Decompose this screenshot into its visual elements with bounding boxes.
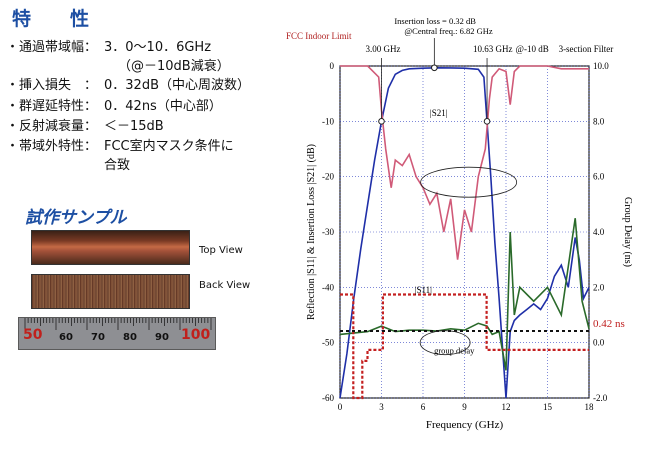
x-axis-label: Frequency (GHz) <box>426 419 504 431</box>
spec-value: 合致 <box>104 158 131 173</box>
y-tick-label: -40 <box>322 282 334 292</box>
x-tick-label: 6 <box>421 402 426 412</box>
y2-axis-label: Group Delay (ns) <box>622 197 632 267</box>
ruler-number: 100 <box>181 327 211 343</box>
y2-tick-label: 8.0 <box>593 116 605 126</box>
spec-value: （@－10dB減衰） <box>118 59 230 74</box>
y-tick-label: -20 <box>322 172 334 182</box>
top-view-photo <box>31 230 190 265</box>
ruler-number: 90 <box>155 332 169 343</box>
ruler-number: 60 <box>59 332 73 343</box>
y2-tick-label: 6.0 <box>593 172 605 182</box>
filter-label: 3-section Filter <box>559 44 614 54</box>
ruler-number: 50 <box>23 327 43 343</box>
spec-item: ・通過帯域幅： 3．0～10．6GHz <box>6 36 211 55</box>
spec-value: ＜－15dB <box>104 119 164 134</box>
ruler-number: 70 <box>91 332 105 343</box>
series-line <box>339 218 590 371</box>
group-delay-label: group delay <box>434 346 475 356</box>
s21-label: |S21| <box>430 108 448 118</box>
x-tick-label: 9 <box>462 402 467 412</box>
spec-title: 特 性 <box>12 8 100 30</box>
sample-title: 試作サンプル <box>25 208 127 228</box>
x-tick-label: 0 <box>338 402 343 412</box>
f-low-label: 3.00 GHz <box>366 44 401 54</box>
y-axis-label: Reflection |S11| & Insertion Loss |S21| … <box>306 144 317 320</box>
y2-tick-label: 4.0 <box>593 227 605 237</box>
marker-point <box>378 118 385 125</box>
y-tick-label: 0 <box>330 61 335 71</box>
s11-ellipse <box>420 166 518 198</box>
series-line <box>340 65 589 260</box>
x-tick-label: 12 <box>502 402 511 412</box>
y-tick-label: -10 <box>322 116 334 126</box>
gd-value-label: 0.42 ns <box>593 318 625 330</box>
gd-ellipse <box>419 330 471 356</box>
y2-tick-label: 2.0 <box>593 282 605 292</box>
x-tick-label: 15 <box>543 402 553 412</box>
spec-label: ・帯域外特性： <box>6 139 98 154</box>
insertion-loss-annotation: Insertion loss = 0.32 dB <box>394 16 476 26</box>
series-line <box>339 66 590 399</box>
fcc-annotation: FCC Indoor Limit <box>286 31 352 41</box>
spec-label: ・挿入損失 ： <box>6 78 98 93</box>
spec-item: 合致 <box>6 154 130 173</box>
marker-point <box>483 118 491 125</box>
spec-item: （@－10dB減衰） <box>6 55 230 74</box>
top-view-label: Top View <box>199 245 243 256</box>
y2-tick-label: 10.0 <box>593 61 609 71</box>
x-tick-label: 18 <box>585 402 595 412</box>
spec-item: ・反射減衰量： ＜－15dB <box>6 115 164 134</box>
spec-item: ・帯域外特性： FCC室内マスク条件に <box>6 135 234 154</box>
ruler-photo: 50 60 70 80 90 100 <box>18 317 216 350</box>
spec-value: 3．0～10．6GHz <box>104 40 212 55</box>
x-tick-label: 3 <box>379 402 384 412</box>
y2-tick-label: -2.0 <box>593 393 608 403</box>
spec-item: ・群遅延特性： 0．42ns（中心部） <box>6 95 222 114</box>
marker-point <box>431 64 438 72</box>
central-freq-annotation: @Central freq.: 6.82 GHz <box>404 26 493 36</box>
spec-value: 0．42ns（中心部） <box>104 99 222 114</box>
s11-label: |S11| <box>415 285 432 295</box>
ruler-ticks <box>24 318 212 330</box>
sparameter-chart: 0 -10 -20 -30 -40 -50 -60 0 3 6 9 12 15 18 10.0 8.0 6.0 4… <box>286 16 632 431</box>
y2-tick-label: 0.0 <box>593 338 605 348</box>
spec-label: ・通過帯域幅： <box>6 40 98 55</box>
back-view-photo <box>31 274 190 309</box>
ruler-number: 80 <box>123 332 137 343</box>
spec-item: ・挿入損失 ： 0．32dB（中心周波数） <box>6 74 250 93</box>
at-10db-label: @-10 dB <box>516 44 549 54</box>
spec-value: 0．32dB（中心周波数） <box>104 78 250 93</box>
series-line <box>340 293 589 400</box>
y-tick-label: -30 <box>322 227 334 237</box>
y-tick-label: -50 <box>322 338 334 348</box>
back-view-label: Back View <box>199 280 251 291</box>
spec-label: ・反射減衰量： <box>6 119 98 134</box>
spec-label: ・群遅延特性： <box>6 99 98 114</box>
y-tick-label: -60 <box>322 393 334 403</box>
spec-value: FCC室内マスク条件に <box>104 139 234 154</box>
f-high-label: 10.63 GHz <box>473 44 513 54</box>
